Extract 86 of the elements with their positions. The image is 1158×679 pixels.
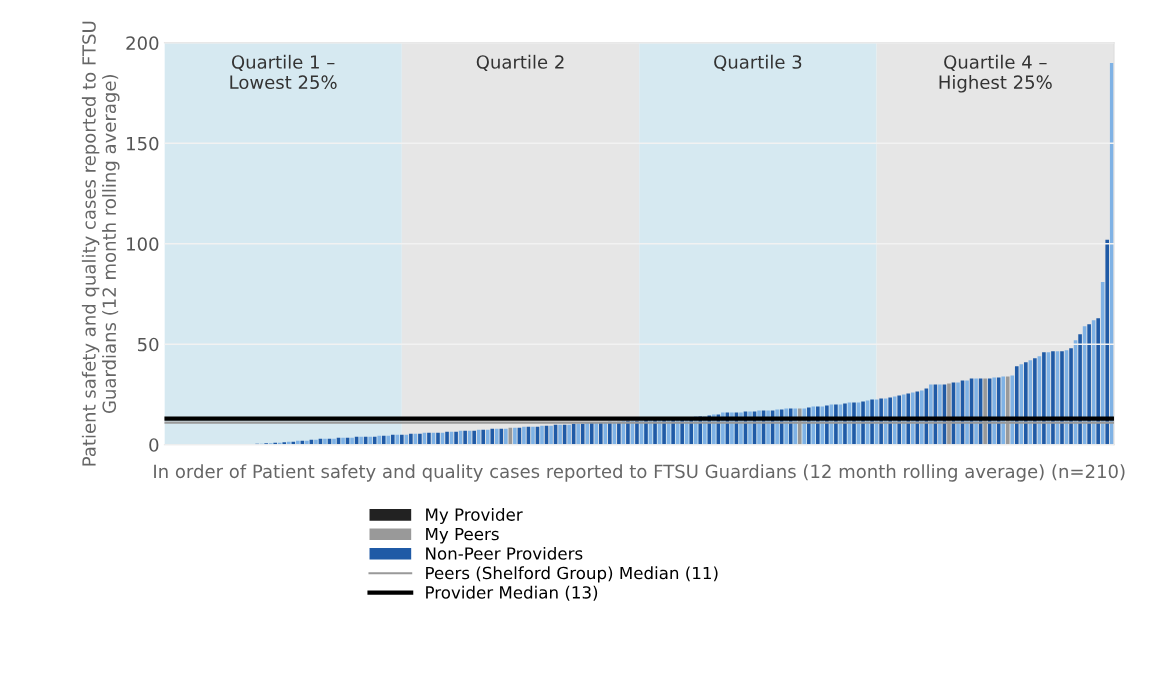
bar <box>463 430 467 445</box>
bar <box>476 429 481 445</box>
y-tick-label: 150 <box>127 136 159 151</box>
bar <box>888 397 892 445</box>
bar <box>974 378 978 445</box>
bar <box>427 432 431 445</box>
bar <box>485 429 490 445</box>
bar <box>368 436 372 445</box>
x-axis-title: In order of Patient safety and quality cases reported to FTSU Guardians (12 month rolling average) (n=210) <box>154 464 1125 482</box>
bar <box>359 436 363 445</box>
bar <box>522 426 526 445</box>
bar <box>1051 351 1055 445</box>
bar <box>580 423 585 445</box>
bar <box>454 431 458 445</box>
bar <box>1001 376 1006 445</box>
bar <box>386 435 391 445</box>
y-tick-label: 100 <box>127 237 159 251</box>
bar <box>603 422 608 445</box>
bar <box>598 422 603 445</box>
bar <box>589 422 594 445</box>
bar <box>540 425 544 445</box>
bar <box>1010 375 1015 445</box>
bar <box>481 429 486 445</box>
bar <box>920 390 924 445</box>
bar <box>409 433 413 445</box>
bar <box>594 422 599 445</box>
bar <box>567 424 571 445</box>
bar <box>472 430 476 445</box>
bar <box>996 377 1001 445</box>
bar <box>1100 281 1105 445</box>
bar <box>1042 352 1046 445</box>
annotation: Quartile 4 – Highest 25% <box>939 54 1052 93</box>
bar <box>617 421 621 445</box>
bar <box>504 428 508 445</box>
bar <box>418 433 422 445</box>
bar <box>585 422 590 445</box>
y-axis-title: Patient safety and quality cases reported to FTSU Guardians (12 month rolling average) <box>81 21 120 466</box>
bar <box>1014 366 1019 445</box>
bar <box>323 438 327 445</box>
legend-label: My Peers <box>426 527 499 544</box>
bar <box>558 424 562 445</box>
bar <box>332 438 336 445</box>
bar <box>992 377 996 445</box>
bar <box>395 434 400 445</box>
bar <box>965 380 969 445</box>
annotation: Quartile 1 – Lowest 25% <box>230 54 337 90</box>
legend-label: Peers (Shelford Group) Median (11) <box>426 566 718 583</box>
bar <box>635 420 639 445</box>
bar <box>499 428 504 445</box>
legend-label: My Provider <box>426 507 523 525</box>
bar <box>1096 318 1100 445</box>
legend-label: Non-Peer Providers <box>426 546 583 560</box>
annotation: Quartile 2 <box>476 54 564 71</box>
bar <box>445 431 449 445</box>
y-tick-label: 200 <box>126 36 159 50</box>
bar <box>377 435 382 445</box>
annotation: Quartile 3 <box>714 54 802 71</box>
bar <box>372 436 377 445</box>
y-tick-label: 0 <box>149 438 159 452</box>
bar <box>1069 348 1073 445</box>
bar <box>1078 334 1082 445</box>
bar <box>350 437 354 445</box>
bar <box>1087 324 1091 445</box>
bar <box>1019 364 1024 445</box>
bar <box>1033 358 1037 445</box>
bar <box>576 423 580 445</box>
bar <box>1060 351 1064 445</box>
bar <box>341 437 345 445</box>
bar <box>938 384 942 445</box>
bar <box>531 426 535 445</box>
y-tick-label: 50 <box>137 337 159 352</box>
bar <box>494 428 499 445</box>
bar <box>910 392 915 445</box>
bar <box>436 432 440 445</box>
bar <box>626 420 630 445</box>
bar <box>1024 362 1028 445</box>
bar <box>400 434 404 445</box>
bar <box>490 428 495 445</box>
bar <box>549 425 553 445</box>
legend-label: Provider Median (13) <box>426 585 598 601</box>
bar <box>1105 239 1110 445</box>
bar <box>929 384 933 445</box>
bar <box>513 427 517 445</box>
bar <box>608 421 612 445</box>
bar <box>381 435 386 445</box>
bar <box>390 434 395 445</box>
